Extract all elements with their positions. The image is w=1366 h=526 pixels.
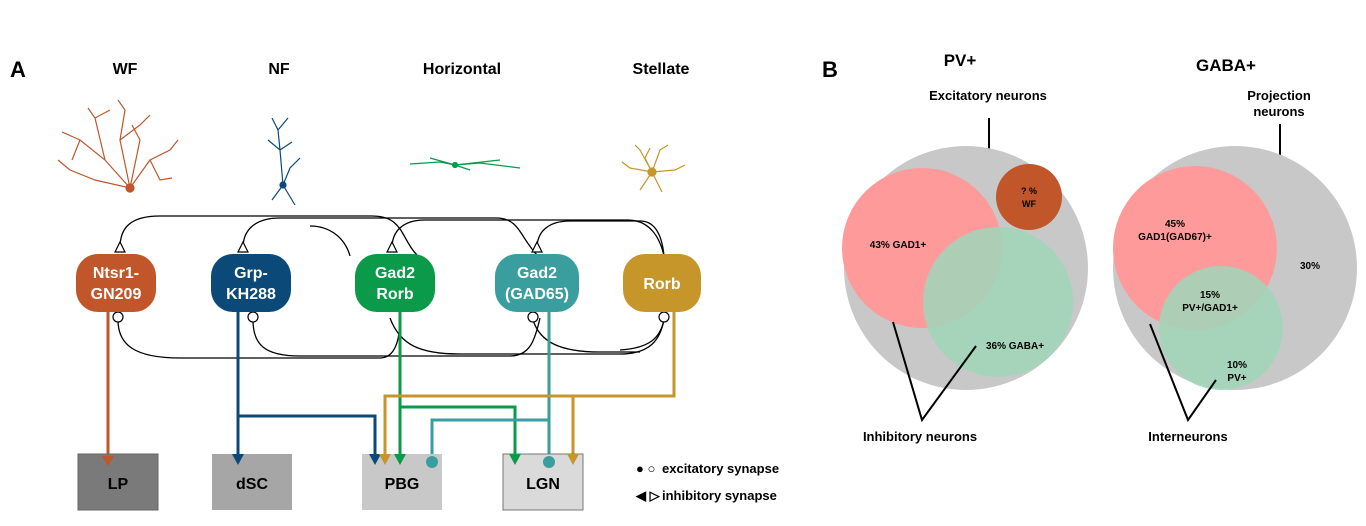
- projection-lp: [102, 310, 114, 466]
- cell-ntsr1-line2: GN209: [91, 286, 142, 303]
- cell-gad2rorb-line1: Gad2: [375, 265, 415, 282]
- gaba-pv-circle: [1159, 266, 1283, 390]
- gaba-pv-percent: 10%: [1227, 360, 1247, 371]
- target-lgn: LGN: [502, 453, 584, 511]
- target-pbg-label: PBG: [385, 476, 420, 493]
- header-stellate: Stellate: [633, 61, 690, 78]
- gaba-pv-label: PV+: [1227, 373, 1246, 384]
- inhibitory-triangles: [114, 240, 543, 253]
- gaba-outer-percent: 30%: [1300, 261, 1320, 272]
- legend-inhibitory: inhibitory synapse: [662, 488, 777, 503]
- legend-excitatory: excitatory synapse: [662, 461, 779, 476]
- pv-gaba-circle: [923, 227, 1073, 377]
- cell-rorb: Rorb: [623, 254, 701, 312]
- projection-rorb: [383, 310, 676, 456]
- cell-grp-line2: KH288: [226, 286, 276, 303]
- target-lgn-label: LGN: [526, 476, 560, 493]
- cell-grp: Grp- KH288: [211, 254, 291, 312]
- pv-gad1-label: 43% GAD1+: [870, 240, 927, 251]
- inhibitory-connections: [119, 215, 665, 259]
- cell-grp-line1: Grp-: [234, 265, 268, 282]
- cell-ntsr1-line1: Ntsr1-: [93, 265, 139, 282]
- terminals-overlay: [102, 454, 579, 468]
- wf-neuron-drawing: [57, 99, 179, 193]
- pv-wf-percent: ? %: [1021, 186, 1037, 196]
- panel-b-label: B: [822, 57, 838, 82]
- gaba-interneurons-pointer: [1149, 323, 1217, 423]
- header-nf: NF: [268, 61, 290, 78]
- panel-a-label: A: [10, 57, 26, 82]
- projection-gad2rorb: [398, 310, 517, 456]
- cell-ntsr1: Ntsr1- GN209: [76, 254, 156, 312]
- gaba-gad1-percent: 45%: [1165, 219, 1185, 230]
- pv-title: PV+: [944, 51, 977, 70]
- gaba-projection-line2: neurons: [1253, 104, 1304, 119]
- gaba-overlap-label: PV+/GAD1+: [1182, 303, 1238, 314]
- cell-gad65-line1: Gad2: [517, 265, 557, 282]
- cell-gad65: Gad2 (GAD65): [495, 254, 579, 312]
- cell-gad65-line2: (GAD65): [505, 286, 569, 303]
- legend-excitatory-symbols: ● ○: [636, 461, 655, 476]
- excitatory-connections: [117, 317, 665, 359]
- gaba-gad1-label: GAD1(GAD67)+: [1138, 232, 1212, 243]
- pv-wf-label: WF: [1022, 199, 1036, 209]
- pv-inhibitory-label: Inhibitory neurons: [863, 429, 977, 444]
- cell-gad2rorb-line2: Rorb: [376, 286, 414, 303]
- gaba-title: GABA+: [1196, 56, 1256, 75]
- target-lp: LP: [77, 453, 159, 511]
- gaba-interneurons-label: Interneurons: [1148, 429, 1227, 444]
- projection-gad65: [430, 310, 551, 460]
- pv-inhibitory-pointer: [892, 321, 977, 423]
- cell-gad2rorb: Gad2 Rorb: [355, 254, 435, 312]
- target-dsc-label: dSC: [236, 476, 268, 493]
- pv-excitatory-label: Excitatory neurons: [929, 88, 1047, 103]
- pv-gaba-label: 36% GABA+: [986, 341, 1044, 352]
- gaba-overlap-percent: 15%: [1200, 290, 1220, 301]
- stellate-neuron-drawing: [621, 144, 686, 193]
- target-dsc: dSC: [212, 454, 292, 510]
- horizontal-neuron-drawing: [409, 157, 521, 171]
- legend: ● ○ excitatory synapse ◀ ▷ inhibitory sy…: [635, 461, 779, 503]
- header-wf: WF: [113, 61, 138, 78]
- cell-rorb-line1: Rorb: [643, 276, 681, 293]
- target-lp-label: LP: [108, 476, 129, 493]
- gaba-projection-line1: Projection: [1247, 88, 1311, 103]
- pv-wf-circle: [996, 164, 1062, 230]
- legend-inhibitory-symbols: ◀ ▷: [635, 488, 661, 503]
- projection-grp: [236, 310, 377, 456]
- header-horizontal: Horizontal: [423, 61, 501, 78]
- nf-neuron-drawing: [267, 117, 301, 206]
